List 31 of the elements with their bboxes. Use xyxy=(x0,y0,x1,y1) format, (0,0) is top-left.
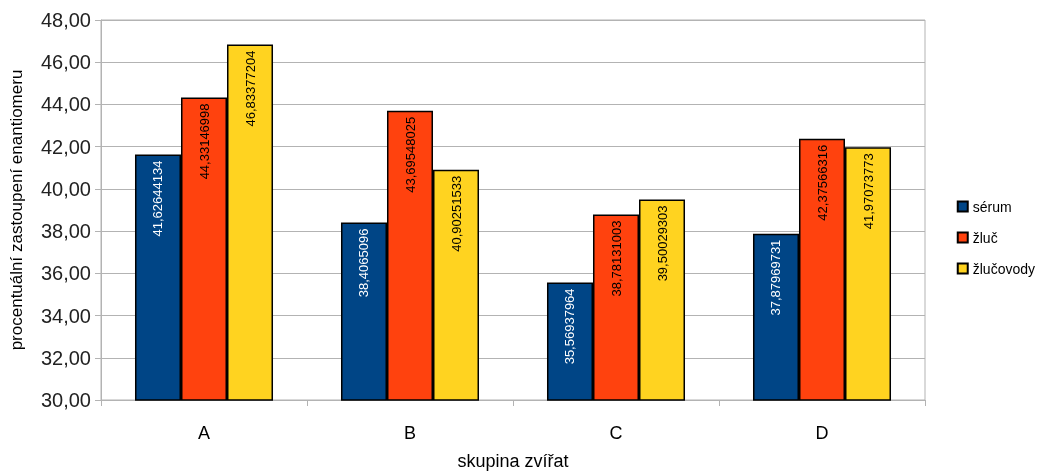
y-tick-label: 38,00 xyxy=(40,220,91,243)
y-tick-label: 46,00 xyxy=(40,51,91,74)
data-label: 40,90251533 xyxy=(448,175,464,252)
data-label: 41,62644134 xyxy=(150,160,166,237)
legend-label: žluč xyxy=(972,229,998,246)
y-tick-label: 42,00 xyxy=(40,135,91,158)
legend-label: žlučovody xyxy=(972,260,1036,277)
y-tick-label: 36,00 xyxy=(40,262,91,285)
y-tick-label: 40,00 xyxy=(40,177,91,200)
y-tick-label: 34,00 xyxy=(40,304,91,327)
y-tick-label: 30,00 xyxy=(40,389,91,411)
legend-label: sérum xyxy=(972,198,1012,215)
data-label: 41,97073773 xyxy=(860,153,876,230)
x-tick-label: D xyxy=(815,423,829,443)
data-label: 46,83377204 xyxy=(242,50,258,127)
data-label: 42,37566316 xyxy=(814,144,830,221)
y-tick-label: 44,00 xyxy=(40,93,91,116)
data-label: 39,50029303 xyxy=(654,205,670,282)
x-tick-label: C xyxy=(609,423,623,443)
y-tick-label: 32,00 xyxy=(40,346,91,369)
data-label: 38,78131003 xyxy=(608,220,624,297)
data-label: 44,33146998 xyxy=(196,103,212,180)
data-label: 35,56937964 xyxy=(562,288,578,365)
x-tick-label: B xyxy=(403,423,417,443)
data-label: 37,87969731 xyxy=(768,239,784,316)
y-axis-title: procentuální zastoupení enantiomeru xyxy=(7,69,26,351)
x-axis-title: skupina zvířat xyxy=(457,451,569,471)
x-tick-label: A xyxy=(197,423,211,443)
data-label: 38,4065096 xyxy=(356,228,372,298)
data-label: 43,69548025 xyxy=(402,116,418,193)
y-tick-label: 48,00 xyxy=(40,9,91,31)
